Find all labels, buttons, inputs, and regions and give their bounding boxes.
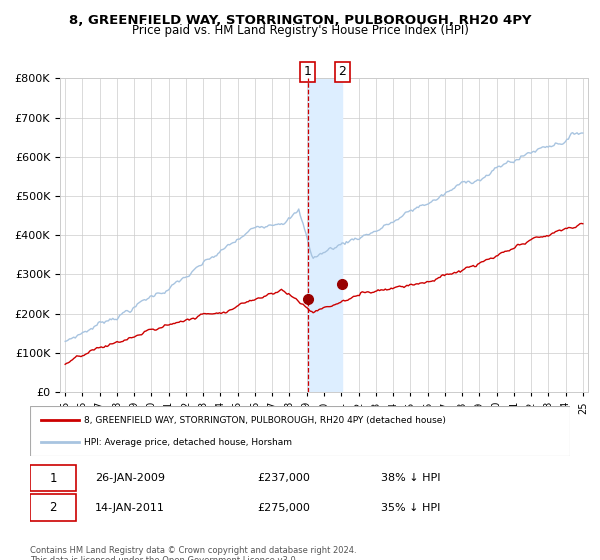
FancyBboxPatch shape (30, 465, 76, 491)
Text: HPI: Average price, detached house, Horsham: HPI: Average price, detached house, Hors… (84, 438, 292, 447)
Text: 8, GREENFIELD WAY, STORRINGTON, PULBOROUGH, RH20 4PY: 8, GREENFIELD WAY, STORRINGTON, PULBOROU… (69, 14, 531, 27)
Text: 1: 1 (304, 66, 311, 78)
Text: 2: 2 (338, 66, 346, 78)
FancyBboxPatch shape (30, 406, 570, 456)
Text: £275,000: £275,000 (257, 503, 310, 513)
Text: 35% ↓ HPI: 35% ↓ HPI (381, 503, 440, 513)
Text: 2: 2 (49, 501, 57, 514)
Text: 1: 1 (49, 472, 57, 484)
Text: £237,000: £237,000 (257, 473, 310, 483)
Text: 14-JAN-2011: 14-JAN-2011 (95, 503, 164, 513)
FancyBboxPatch shape (30, 494, 76, 521)
Text: Price paid vs. HM Land Registry's House Price Index (HPI): Price paid vs. HM Land Registry's House … (131, 24, 469, 37)
Text: 26-JAN-2009: 26-JAN-2009 (95, 473, 165, 483)
Text: 8, GREENFIELD WAY, STORRINGTON, PULBOROUGH, RH20 4PY (detached house): 8, GREENFIELD WAY, STORRINGTON, PULBOROU… (84, 416, 446, 424)
Bar (308, 78, 342, 392)
Text: Contains HM Land Registry data © Crown copyright and database right 2024.
This d: Contains HM Land Registry data © Crown c… (30, 546, 356, 560)
Text: 38% ↓ HPI: 38% ↓ HPI (381, 473, 440, 483)
